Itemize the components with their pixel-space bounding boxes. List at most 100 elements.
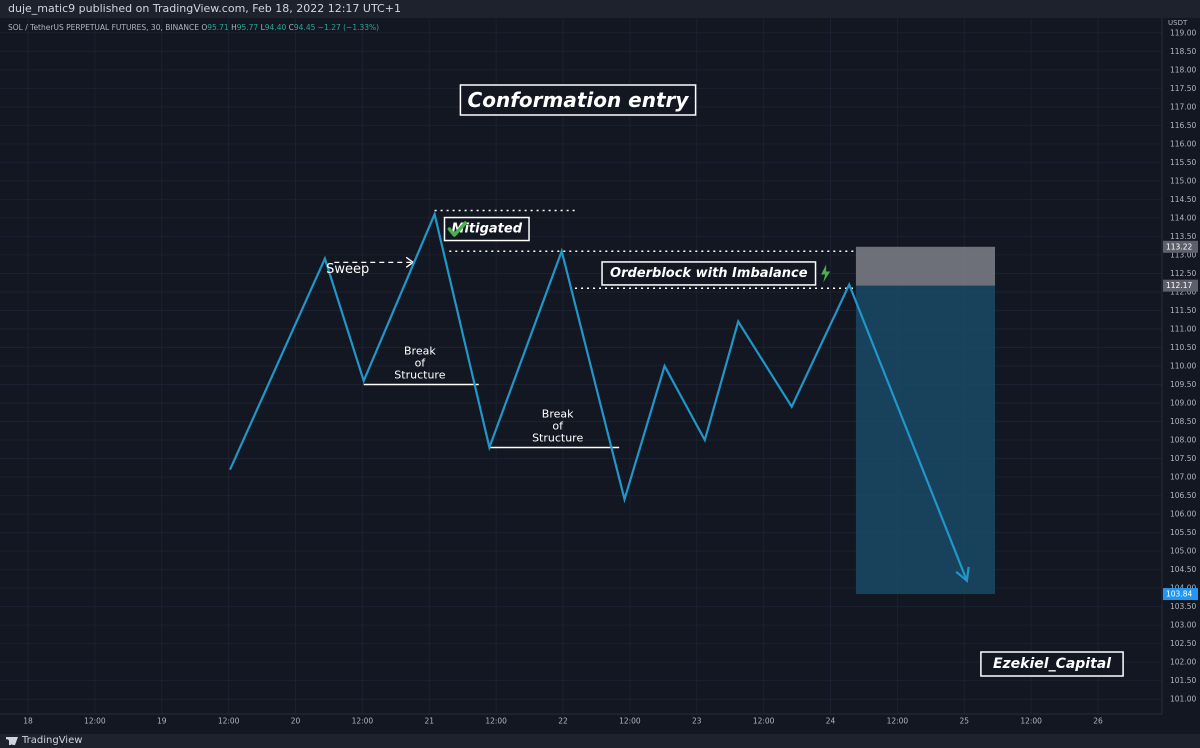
price-label-text: 103.84 — [1166, 590, 1192, 599]
y-tick-label: 101.50 — [1170, 676, 1196, 685]
x-tick-label: 12:00 — [619, 717, 641, 726]
position-target-zone — [855, 285, 996, 595]
watermark-label: Ezekiel_Capital — [980, 651, 1124, 677]
price-label-badge — [1163, 240, 1198, 253]
y-tick-label: 103.50 — [1170, 602, 1196, 611]
tradingview-logo[interactable]: TradingView — [6, 734, 82, 748]
y-tick-label: 113.00 — [1170, 250, 1196, 259]
y-tick-label: 114.50 — [1170, 195, 1196, 204]
mitigated-label-text: Mitigated — [452, 222, 523, 237]
y-tick-label: 109.50 — [1170, 380, 1196, 389]
check-icon — [447, 221, 468, 237]
x-tick-label: 12:00 — [352, 717, 374, 726]
chart-title-box — [459, 84, 697, 116]
price-label-text: 113.22 — [1166, 242, 1192, 251]
bos1-line: Structure — [394, 369, 445, 382]
chart-title: Conformation entry — [459, 84, 697, 116]
y-tick-label: 102.50 — [1170, 639, 1196, 648]
ohlc-value: −1.27 (−1.33%) — [318, 23, 379, 32]
publish-header: duje_matic9 published on TradingView.com… — [0, 0, 1200, 18]
x-tick-label: 22 — [558, 717, 568, 726]
x-axis: 18 12:00 19 12:00 20 12:00 21 12:00 22 12:00 23 12:… — [0, 713, 1162, 726]
y-axis: USDT 101.00 101.50 102.00 102.50 103.00 103.50… — [1161, 18, 1200, 714]
y-tick-label: 102.00 — [1170, 658, 1196, 667]
x-tick-label: 12:00 — [1020, 717, 1042, 726]
y-tick-label: 108.50 — [1170, 417, 1196, 426]
tradingview-footer: TradingView — [0, 734, 1200, 748]
y-tick-label: 103.00 — [1170, 621, 1196, 630]
y-tick-label: 107.00 — [1170, 473, 1196, 482]
y-tick-label: 101.00 — [1170, 695, 1196, 704]
price-label-badge — [1163, 279, 1198, 292]
y-tick-label: 116.00 — [1170, 139, 1196, 148]
x-tick-label: 12:00 — [218, 717, 240, 726]
bos1-line: of — [415, 357, 427, 370]
y-tick-label: 114.00 — [1170, 213, 1196, 222]
y-tick-label: 106.00 — [1170, 510, 1196, 519]
ohlc-value: 94.40 — [265, 23, 289, 32]
x-tick-label: 25 — [959, 717, 969, 726]
ohlc-key: L — [261, 23, 266, 32]
symbol-name: SOL / TetherUS PERPETUAL FUTURES, 30, BI… — [8, 23, 201, 32]
x-tick-label: 12:00 — [84, 717, 106, 726]
bos2-line: Break — [542, 408, 574, 421]
tradingview-logo-icon — [6, 737, 18, 745]
footer-brand: TradingView — [22, 735, 83, 746]
y-tick-label: 104.50 — [1170, 565, 1196, 574]
price-label-badge — [1163, 588, 1198, 601]
y-tick-label: 112.50 — [1170, 269, 1196, 278]
y-tick-label: 111.00 — [1170, 324, 1196, 333]
ohlc-key: C — [289, 23, 294, 32]
ohlc-value: 95.77 — [237, 23, 261, 32]
ohlc-value: 94.45 — [294, 23, 318, 32]
y-tick-label: 109.00 — [1170, 399, 1196, 408]
x-tick-label: 18 — [23, 717, 33, 726]
publish-line: duje_matic9 published on TradingView.com… — [8, 2, 401, 15]
sweep-label: Sweep — [326, 262, 369, 277]
x-tick-label: 26 — [1093, 717, 1103, 726]
y-tick-label: 119.00 — [1170, 28, 1196, 37]
y-tick-label: 111.50 — [1170, 306, 1196, 315]
y-tick-label: 105.50 — [1170, 528, 1196, 537]
y-tick-label: 118.00 — [1170, 65, 1196, 74]
ohlc-key: H — [231, 23, 237, 32]
currency-label: USDT — [1168, 19, 1188, 27]
mitigated-label: Mitigated — [443, 216, 530, 242]
price-label-text: 112.17 — [1166, 281, 1192, 290]
y-tick-label: 116.50 — [1170, 121, 1196, 130]
position-stop-zone — [855, 246, 996, 286]
y-tick-label: 105.00 — [1170, 547, 1196, 556]
x-tick-label: 12:00 — [753, 717, 775, 726]
orderblock-label: Orderblock with Imbalance — [601, 261, 817, 286]
watermark-label-text: Ezekiel_Capital — [993, 656, 1111, 672]
price-series-line — [228, 210, 968, 582]
price-series-arrowhead — [955, 566, 970, 583]
y-tick-label: 115.00 — [1170, 176, 1196, 185]
x-tick-label: 20 — [291, 717, 301, 726]
watermark-label-box — [980, 651, 1124, 677]
y-tick-label: 117.50 — [1170, 84, 1196, 93]
x-tick-label: 21 — [424, 717, 434, 726]
y-tick-label: 107.50 — [1170, 454, 1196, 463]
symbol-legend: SOL / TetherUS PERPETUAL FUTURES, 30, BI… — [8, 23, 379, 32]
y-tick-label: 115.50 — [1170, 158, 1196, 167]
ohlc-value: 95.71 — [207, 23, 231, 32]
x-tick-label: 19 — [157, 717, 167, 726]
y-tick-label: 106.50 — [1170, 491, 1196, 500]
lightning-icon — [821, 264, 831, 283]
x-tick-label: 24 — [826, 717, 836, 726]
bos2-line: of — [552, 420, 564, 433]
y-tick-label: 110.50 — [1170, 343, 1196, 352]
y-tick-label: 112.00 — [1170, 287, 1196, 296]
y-tick-label: 113.50 — [1170, 232, 1196, 241]
x-tick-label: 23 — [692, 717, 702, 726]
y-tick-label: 110.00 — [1170, 362, 1196, 371]
ohlc-key: O — [201, 23, 207, 32]
y-tick-label: 108.00 — [1170, 436, 1196, 445]
y-tick-label: 118.50 — [1170, 47, 1196, 56]
chart-title-text: Conformation entry — [468, 88, 690, 112]
orderblock-label-text: Orderblock with Imbalance — [610, 266, 808, 281]
